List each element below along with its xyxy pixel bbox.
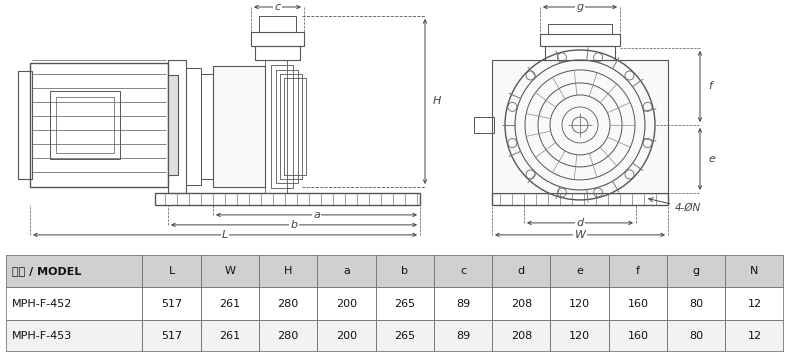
Bar xyxy=(259,16,296,32)
Bar xyxy=(492,193,668,205)
Bar xyxy=(265,60,287,193)
Bar xyxy=(56,97,114,153)
Text: 12: 12 xyxy=(747,298,762,309)
Text: c: c xyxy=(274,2,280,12)
Bar xyxy=(201,74,213,179)
Text: 265: 265 xyxy=(394,298,416,309)
Text: g: g xyxy=(693,266,700,276)
Bar xyxy=(186,68,201,185)
Text: 80: 80 xyxy=(689,298,703,309)
Bar xyxy=(213,66,265,187)
Text: 208: 208 xyxy=(510,331,532,341)
Bar xyxy=(50,91,120,159)
Text: H: H xyxy=(284,266,292,276)
Bar xyxy=(271,65,293,188)
Text: 120: 120 xyxy=(569,298,590,309)
Text: L: L xyxy=(222,230,228,240)
Text: W: W xyxy=(574,230,585,240)
Text: 160: 160 xyxy=(627,331,649,341)
Bar xyxy=(492,60,668,193)
Text: 89: 89 xyxy=(456,331,470,341)
Bar xyxy=(284,78,306,175)
Bar xyxy=(168,75,178,175)
Text: b: b xyxy=(401,266,408,276)
Bar xyxy=(6,320,784,352)
Text: g: g xyxy=(577,2,584,12)
Bar xyxy=(548,24,612,34)
Text: 89: 89 xyxy=(456,298,470,309)
Text: a: a xyxy=(313,210,320,220)
Text: 261: 261 xyxy=(220,331,240,341)
Bar xyxy=(251,32,304,46)
Bar xyxy=(545,46,615,60)
Text: b: b xyxy=(291,220,298,230)
Bar xyxy=(280,74,302,179)
Text: 280: 280 xyxy=(277,331,299,341)
Bar xyxy=(168,60,186,193)
Text: N: N xyxy=(750,266,758,276)
Bar xyxy=(474,117,494,133)
Text: a: a xyxy=(343,266,350,276)
Text: 12: 12 xyxy=(747,331,762,341)
Text: H: H xyxy=(433,96,442,107)
Text: d: d xyxy=(517,266,525,276)
Text: 4-ØN: 4-ØN xyxy=(649,198,702,213)
Text: f: f xyxy=(708,81,712,91)
Text: MPH-F-453: MPH-F-453 xyxy=(12,331,72,341)
Text: 261: 261 xyxy=(220,298,240,309)
Text: L: L xyxy=(168,266,175,276)
Text: 280: 280 xyxy=(277,298,299,309)
Text: f: f xyxy=(636,266,640,276)
Text: 80: 80 xyxy=(689,331,703,341)
Text: MPH-F-452: MPH-F-452 xyxy=(12,298,72,309)
Text: W: W xyxy=(224,266,235,276)
Bar xyxy=(6,287,784,320)
Text: 型式 / MODEL: 型式 / MODEL xyxy=(12,266,81,276)
Text: c: c xyxy=(460,266,466,276)
Text: 265: 265 xyxy=(394,331,416,341)
Text: e: e xyxy=(708,154,715,164)
Text: e: e xyxy=(576,266,583,276)
Text: 517: 517 xyxy=(161,298,182,309)
Text: 200: 200 xyxy=(336,298,357,309)
Text: 160: 160 xyxy=(627,298,649,309)
Bar xyxy=(155,193,420,205)
Bar xyxy=(540,34,620,46)
Bar xyxy=(276,70,298,183)
Bar xyxy=(18,71,32,179)
Text: 200: 200 xyxy=(336,331,357,341)
Bar xyxy=(255,46,300,60)
Text: 120: 120 xyxy=(569,331,590,341)
Text: 517: 517 xyxy=(161,331,182,341)
Text: d: d xyxy=(577,218,584,228)
Bar xyxy=(6,255,784,287)
Text: 208: 208 xyxy=(510,298,532,309)
Bar xyxy=(30,63,168,187)
